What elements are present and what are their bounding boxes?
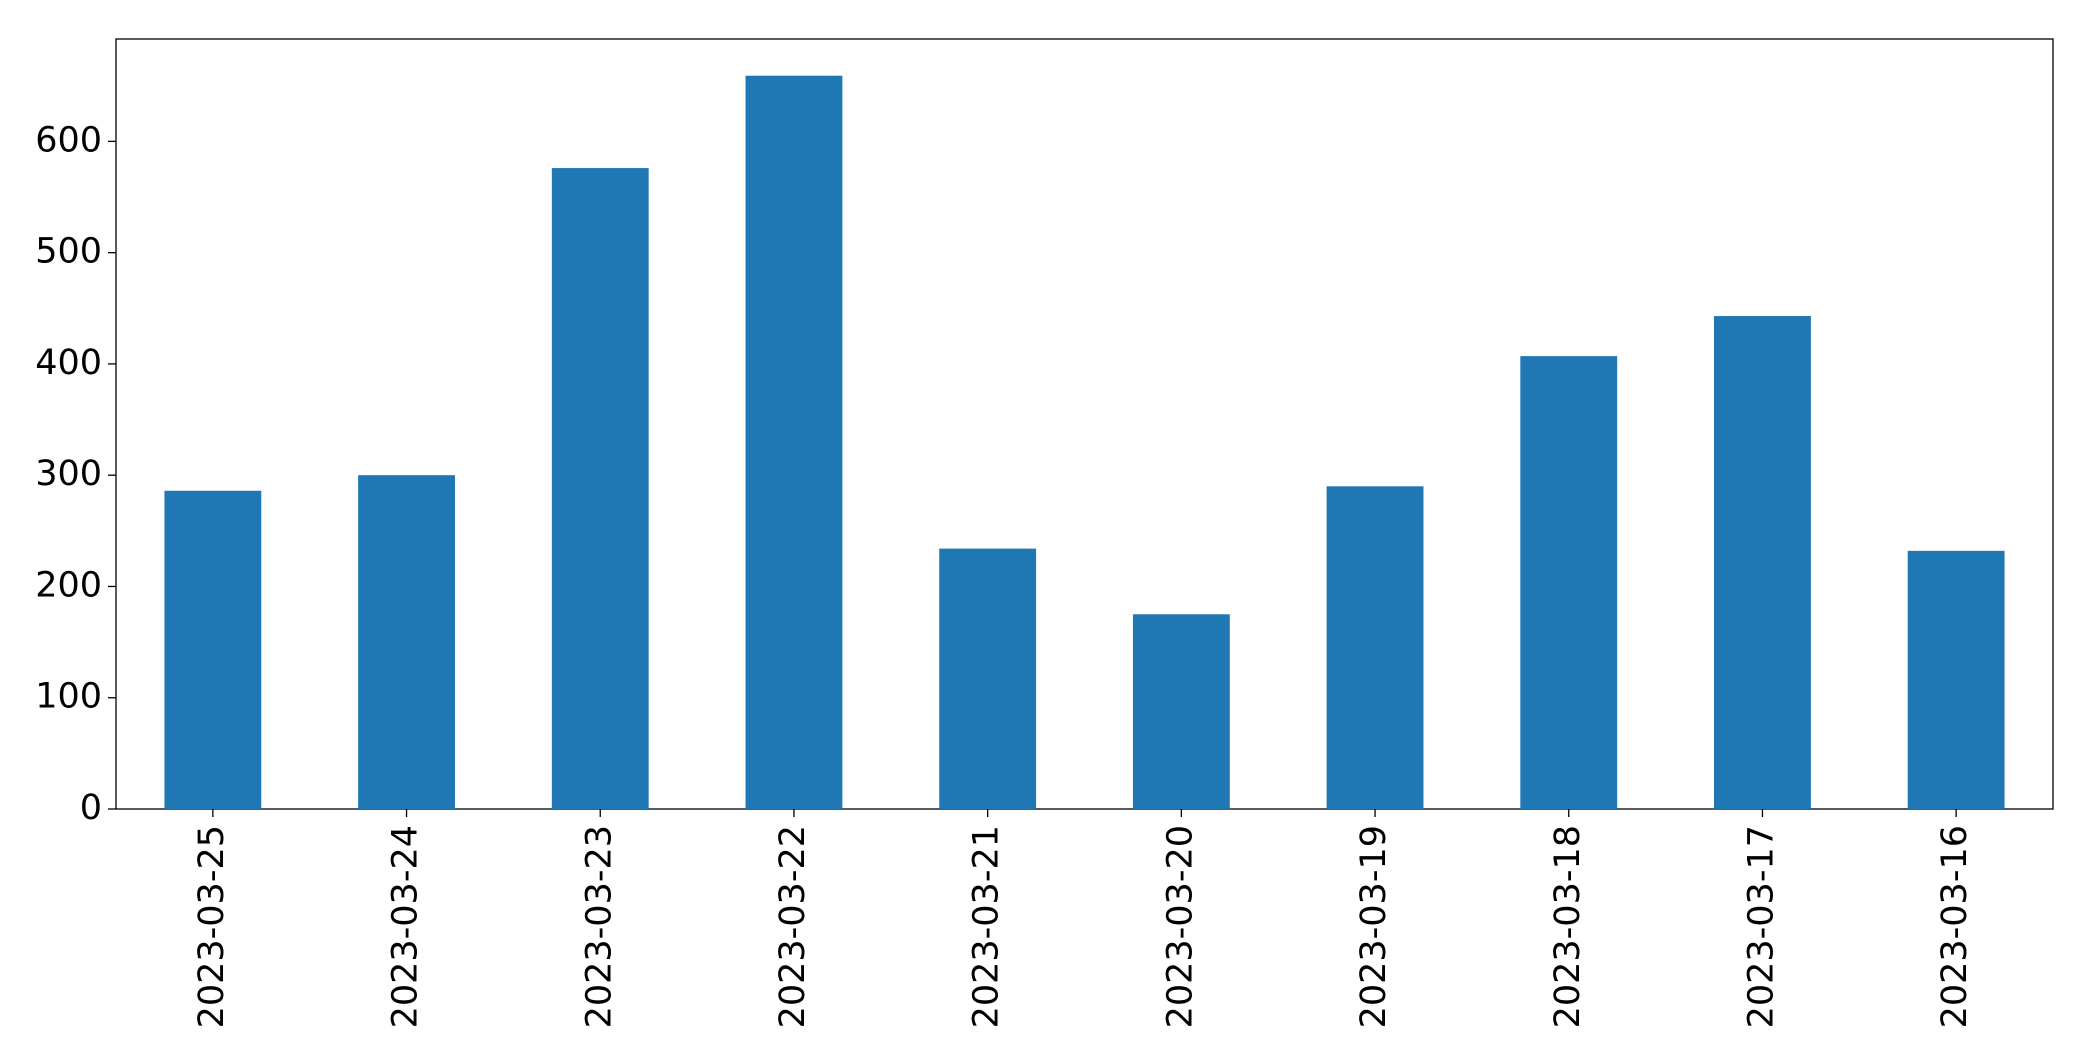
y-tick-label: 300 [35, 454, 102, 494]
y-tick-label: 0 [80, 788, 102, 828]
bar [939, 548, 1037, 809]
bar [745, 75, 843, 809]
x-tick-label: 2023-03-21 [967, 825, 1007, 1028]
x-tick-label: 2023-03-18 [1548, 825, 1588, 1028]
bar [1907, 550, 2005, 809]
bar [1714, 316, 1811, 809]
y-tick-label: 400 [35, 343, 102, 383]
bar [1520, 356, 1618, 809]
y-tick-label: 200 [35, 565, 102, 605]
x-tick-label: 2023-03-25 [192, 825, 232, 1028]
x-tick-label: 2023-03-20 [1160, 825, 1200, 1028]
x-tick-label: 2023-03-24 [386, 825, 426, 1028]
x-tick-label: 2023-03-23 [579, 825, 619, 1028]
plot-frame [115, 38, 2054, 810]
bar [358, 475, 455, 809]
bar [1132, 614, 1230, 809]
x-tick-label: 2023-03-22 [773, 825, 813, 1028]
bar [1326, 486, 1424, 809]
x-tick-label: 2023-03-16 [1935, 825, 1975, 1028]
bar [551, 168, 649, 810]
x-tick-label: 2023-03-17 [1741, 825, 1781, 1028]
y-tick-label: 600 [35, 120, 102, 160]
x-tick-label: 2023-03-19 [1354, 825, 1394, 1028]
y-tick-label: 100 [35, 677, 102, 717]
y-tick-label: 500 [35, 232, 102, 272]
bar [164, 490, 262, 809]
